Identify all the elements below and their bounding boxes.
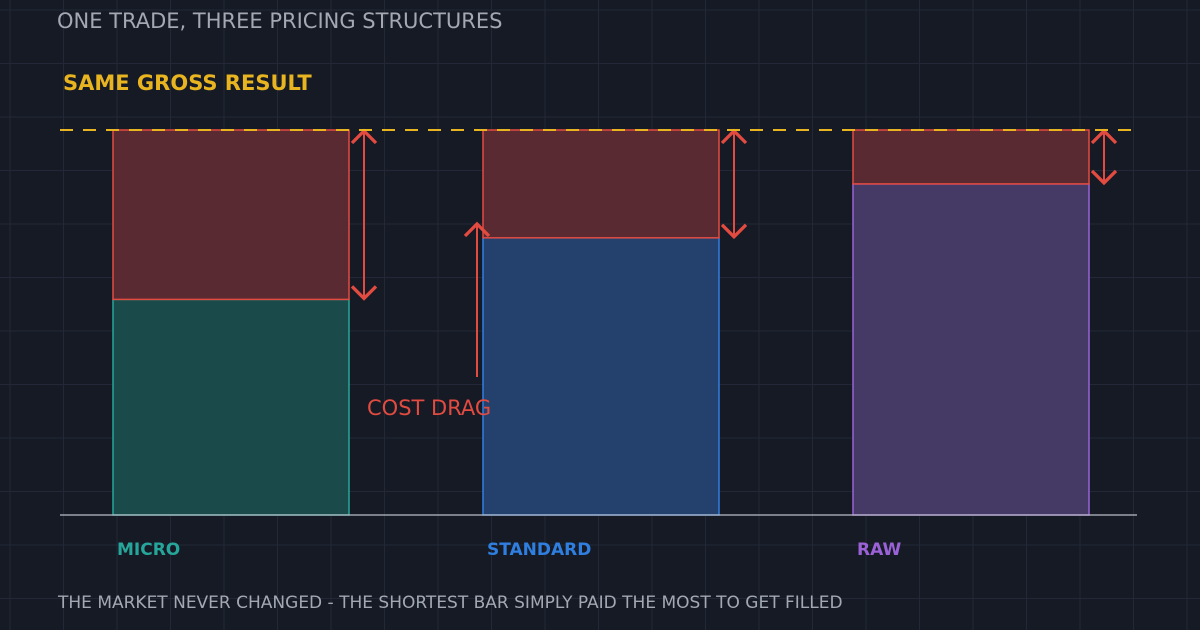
bar-cost-micro (112, 129, 350, 301)
cost-drag-label: COST DRAG (367, 396, 492, 420)
bar-cost-standard (482, 129, 720, 239)
bar-net-standard (482, 237, 720, 516)
bar-net-raw (852, 183, 1090, 516)
category-label-raw: RAW (857, 540, 902, 560)
bar-net-micro (112, 298, 350, 516)
reference-label: SAME GROSS RESULT (63, 71, 312, 95)
bar-cost-raw (852, 129, 1090, 185)
chart-title: ONE TRADE, THREE PRICING STRUCTURES (57, 9, 503, 33)
bars (112, 129, 1090, 516)
cost-arrows (350, 128, 1118, 377)
category-label-standard: STANDARD (487, 540, 592, 560)
category-label-micro: MICRO (117, 540, 181, 560)
footer-caption: THE MARKET NEVER CHANGED - THE SHORTEST … (58, 593, 843, 613)
